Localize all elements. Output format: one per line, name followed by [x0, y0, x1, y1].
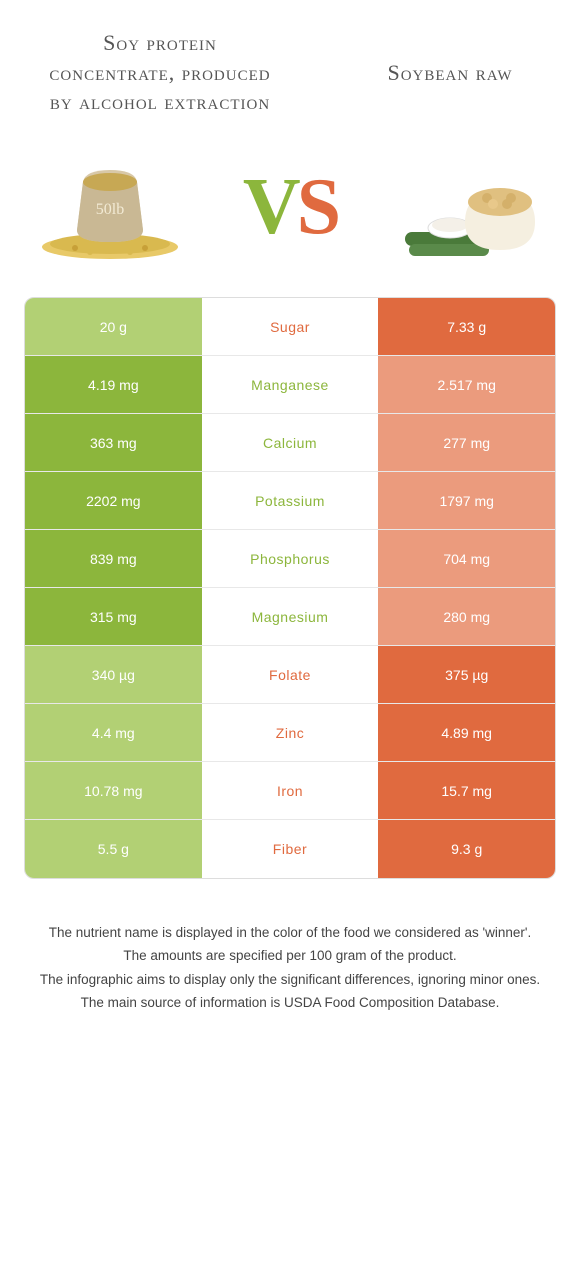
left-food-image: 50lb — [30, 147, 190, 267]
nutrient-label: Potassium — [202, 472, 379, 529]
right-value: 704 mg — [378, 530, 555, 587]
nutrient-label: Magnesium — [202, 588, 379, 645]
nutrient-label: Fiber — [202, 820, 379, 878]
right-value: 7.33 g — [378, 298, 555, 355]
right-value: 9.3 g — [378, 820, 555, 878]
table-row: 20 gSugar7.33 g — [25, 298, 555, 356]
left-value: 839 mg — [25, 530, 202, 587]
left-value: 340 µg — [25, 646, 202, 703]
right-food-image — [390, 147, 550, 267]
nutrient-table: 20 gSugar7.33 g4.19 mgManganese2.517 mg3… — [24, 297, 556, 879]
table-row: 363 mgCalcium277 mg — [25, 414, 555, 472]
table-row: 315 mgMagnesium280 mg — [25, 588, 555, 646]
table-row: 2202 mgPotassium1797 mg — [25, 472, 555, 530]
footer-notes: The nutrient name is displayed in the co… — [0, 879, 580, 1013]
nutrient-label: Iron — [202, 762, 379, 819]
left-value: 363 mg — [25, 414, 202, 471]
right-value: 4.89 mg — [378, 704, 555, 761]
nutrient-label: Zinc — [202, 704, 379, 761]
right-value: 15.7 mg — [378, 762, 555, 819]
nutrient-label: Manganese — [202, 356, 379, 413]
right-value: 2.517 mg — [378, 356, 555, 413]
left-value: 5.5 g — [25, 820, 202, 878]
footer-line: The amounts are specified per 100 gram o… — [34, 946, 546, 966]
left-value: 10.78 mg — [25, 762, 202, 819]
table-row: 4.19 mgManganese2.517 mg — [25, 356, 555, 414]
left-value: 2202 mg — [25, 472, 202, 529]
left-value: 20 g — [25, 298, 202, 355]
footer-line: The nutrient name is displayed in the co… — [34, 923, 546, 943]
table-row: 340 µgFolate375 µg — [25, 646, 555, 704]
right-value: 375 µg — [378, 646, 555, 703]
table-row: 5.5 gFiber9.3 g — [25, 820, 555, 878]
nutrient-label: Sugar — [202, 298, 379, 355]
left-value: 4.4 mg — [25, 704, 202, 761]
right-value: 277 mg — [378, 414, 555, 471]
right-value: 280 mg — [378, 588, 555, 645]
table-row: 839 mgPhosphorus704 mg — [25, 530, 555, 588]
vs-v: V — [243, 163, 297, 251]
nutrient-label: Folate — [202, 646, 379, 703]
left-food-title: Soy protein concentrate, produced by alc… — [40, 28, 280, 117]
svg-text:50lb: 50lb — [96, 201, 124, 218]
left-value: 4.19 mg — [25, 356, 202, 413]
footer-line: The infographic aims to display only the… — [34, 970, 546, 990]
right-food-title: Soybean raw — [360, 58, 540, 88]
table-row: 10.78 mgIron15.7 mg — [25, 762, 555, 820]
nutrient-label: Phosphorus — [202, 530, 379, 587]
header: Soy protein concentrate, produced by alc… — [0, 0, 580, 127]
vs-label: VS — [243, 162, 337, 253]
right-value: 1797 mg — [378, 472, 555, 529]
nutrient-label: Calcium — [202, 414, 379, 471]
table-row: 4.4 mgZinc4.89 mg — [25, 704, 555, 762]
vs-row: 50lb VS — [0, 127, 580, 297]
vs-s: S — [297, 163, 338, 251]
left-value: 315 mg — [25, 588, 202, 645]
footer-line: The main source of information is USDA F… — [34, 993, 546, 1013]
